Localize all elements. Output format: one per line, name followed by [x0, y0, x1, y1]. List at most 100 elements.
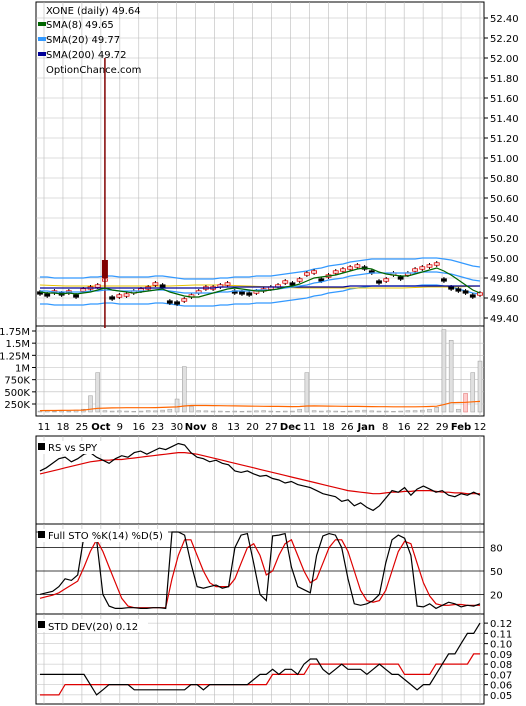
volume-bar	[189, 406, 194, 413]
volume-bar	[95, 372, 100, 413]
volume-bar	[369, 410, 375, 413]
sto-title-bg	[38, 529, 168, 542]
price-candle	[239, 291, 245, 295]
volume-bar	[420, 409, 425, 413]
volume-bar	[477, 360, 483, 413]
legend-sma20-swatch	[38, 37, 46, 41]
x-tick-label: Oct	[91, 422, 110, 433]
price-candle	[303, 272, 310, 276]
volume-bar	[210, 410, 216, 413]
price-candle	[383, 278, 390, 282]
x-tick-label: 18	[57, 422, 70, 433]
legend-sma200: SMA(200) 49.72	[46, 50, 127, 61]
price-candle	[109, 296, 116, 300]
x-tick-label: 16	[398, 422, 411, 433]
volume-bar	[218, 410, 223, 413]
price-tick-label: 51.20	[490, 134, 519, 145]
price-candle	[246, 292, 253, 296]
x-tick-label: 8	[382, 422, 388, 433]
std-tick-label: 0.05	[490, 691, 512, 702]
x-tick-label: 26	[341, 422, 354, 433]
std-tick-label: 0.09	[490, 650, 512, 661]
volume-bar	[124, 410, 129, 413]
std-tick-label: 0.11	[490, 629, 512, 640]
x-tick-label: 12	[474, 422, 487, 433]
std-frame	[35, 613, 485, 705]
x-tick-label: 27	[265, 422, 278, 433]
price-candle	[318, 278, 325, 282]
price-candle	[441, 278, 447, 282]
price-candle	[289, 282, 296, 286]
price-candle	[433, 262, 440, 266]
volume-bar	[333, 410, 338, 413]
price-candle	[44, 293, 51, 297]
price-candle	[376, 280, 382, 284]
spike-body	[101, 260, 108, 278]
volume-bar	[362, 409, 367, 413]
volume-bar	[182, 366, 187, 413]
volume-bar	[470, 372, 476, 413]
volume-bar	[340, 411, 346, 413]
x-tick-label: 13	[227, 422, 240, 433]
price-tick-label: 49.40	[490, 314, 519, 325]
price-candle	[332, 270, 339, 274]
legend-sma8-swatch	[38, 22, 46, 26]
std-title-swatch	[38, 621, 45, 628]
volume-bar	[275, 411, 281, 413]
volume-bar	[167, 408, 173, 413]
sma200-line	[40, 285, 480, 289]
legend-symbol: XONE (daily) 49.64	[46, 6, 141, 17]
x-tick-label: 23	[151, 422, 164, 433]
x-tick-label: Jan	[356, 422, 375, 433]
x-tick-label: 22	[417, 422, 430, 433]
volume-bar	[326, 410, 331, 413]
price-candle	[426, 264, 433, 268]
volume-ma-line	[39, 400, 481, 412]
sto-tick-label: 50	[490, 567, 503, 578]
x-tick-label: Nov	[185, 422, 207, 433]
volume-bar	[347, 410, 353, 413]
vol-tick-label: 1.25M	[0, 351, 30, 362]
bollinger-upper	[40, 257, 481, 280]
volume-bar	[225, 411, 230, 413]
price-candle	[477, 292, 483, 296]
rs-title: RS vs SPY	[48, 443, 98, 454]
price-tick-label: 50.00	[490, 254, 519, 265]
price-candle	[397, 276, 404, 280]
volume-bar	[319, 410, 324, 413]
price-candle	[448, 286, 455, 290]
price-candle	[419, 266, 426, 270]
volume-bar	[160, 409, 165, 413]
rs-title-swatch	[38, 443, 45, 450]
volume-bar	[88, 395, 93, 413]
volume-bar	[239, 411, 245, 413]
x-tick-label: 11	[38, 422, 51, 433]
vol-frame	[35, 325, 485, 417]
volume-bar	[138, 410, 144, 413]
price-candle	[462, 290, 469, 294]
x-tick-label: Feb	[451, 422, 471, 433]
vol-tick-label: 250K	[4, 400, 30, 411]
vol-tick-label: 1.5M	[5, 339, 30, 350]
price-candle	[340, 268, 346, 272]
sto-tick-label: 20	[490, 590, 503, 601]
price-candle	[152, 282, 159, 286]
price-candle	[455, 288, 462, 292]
std-tick-label: 0.12	[490, 619, 512, 630]
price-candle	[347, 266, 354, 270]
x-tick-label: 8	[211, 422, 217, 433]
sto-tick-label: 80	[490, 544, 503, 555]
legend-source: OptionChance.com	[46, 65, 141, 76]
x-tick-label: 29	[436, 422, 449, 433]
volume-bar	[448, 340, 454, 413]
volume-bar	[261, 410, 266, 413]
volume-bar	[109, 410, 115, 413]
x-tick-label: 9	[117, 422, 123, 433]
price-candle	[116, 294, 123, 298]
rs-line	[39, 442, 481, 512]
volume-bar	[282, 410, 288, 413]
price-candle	[181, 298, 188, 302]
std-tick-label: 0.08	[490, 660, 512, 671]
volume-bar	[391, 411, 396, 413]
